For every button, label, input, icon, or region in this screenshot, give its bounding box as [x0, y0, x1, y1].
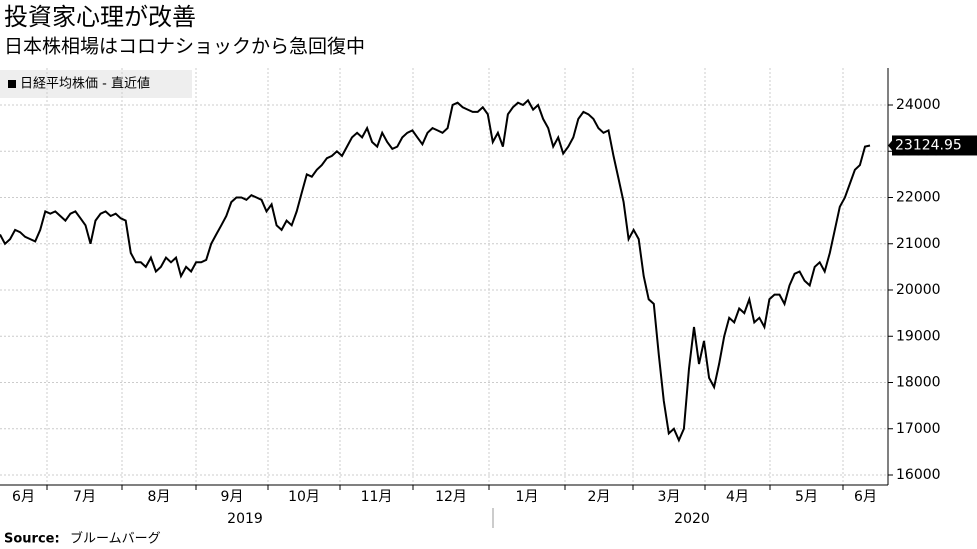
- x-tick-label: 9月: [221, 489, 244, 505]
- x-tick-label: 6月: [854, 489, 877, 505]
- y-tick-label: 18000: [896, 375, 941, 391]
- x-tick-label: 3月: [658, 489, 681, 505]
- y-tick-label: 24000: [896, 97, 941, 113]
- chart-subtitle: 日本株相場はコロナショックから急回復中: [4, 36, 365, 58]
- legend-swatch: [8, 80, 16, 88]
- chart-title: 投資家心理が改善: [4, 3, 196, 31]
- x-tick-label: 7月: [73, 489, 96, 505]
- x-tick-label: 2月: [588, 489, 611, 505]
- x-tick-label: 6月: [12, 489, 35, 505]
- y-tick-label: 17000: [896, 421, 941, 437]
- x-tick-label: 4月: [726, 489, 749, 505]
- y-tick-label: 16000: [896, 467, 941, 483]
- x-tick-label: 11月: [361, 489, 393, 505]
- line-series: [0, 98, 871, 443]
- x-tick-label: 1月: [516, 489, 539, 505]
- y-tick-label: 20000: [896, 282, 941, 298]
- x-tick-label: 12月: [435, 489, 467, 505]
- legend-label: 日経平均株価 - 直近値: [20, 76, 150, 92]
- x-tick-label: 10月: [288, 489, 320, 505]
- x-tick-label: 5月: [795, 489, 818, 505]
- year-label: 2020: [674, 511, 710, 527]
- y-tick-label: 21000: [896, 236, 941, 252]
- y-tick-label: 22000: [896, 190, 941, 206]
- last-value-label: 23124.95: [895, 137, 962, 153]
- source-label: Source:: [4, 532, 60, 547]
- year-label: 2019: [227, 511, 263, 527]
- x-tick-label: 8月: [148, 489, 171, 505]
- last-value-arrow: [888, 139, 893, 152]
- y-tick-label: 19000: [896, 328, 941, 344]
- last-value-box: [892, 135, 977, 156]
- source: ブルームバーグ: [70, 531, 161, 547]
- legend-box: [0, 70, 192, 98]
